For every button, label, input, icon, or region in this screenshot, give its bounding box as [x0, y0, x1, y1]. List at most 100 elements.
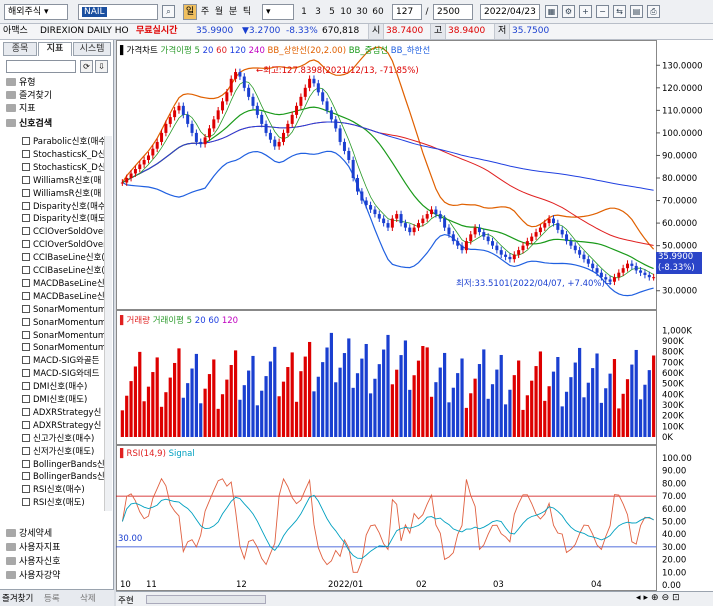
- checkbox[interactable]: [22, 407, 30, 416]
- tree-group-2[interactable]: 즐겨찾기: [6, 90, 110, 103]
- signal-item[interactable]: StochasticsK_D신: [22, 162, 104, 174]
- zoom-out-icon[interactable]: −: [596, 5, 609, 18]
- signal-item[interactable]: Disparity신호(매도: [22, 213, 104, 225]
- checkbox[interactable]: [22, 459, 30, 468]
- checkbox[interactable]: [22, 330, 30, 339]
- checkbox[interactable]: [22, 485, 30, 494]
- count-input[interactable]: 127: [392, 4, 422, 20]
- signal-item[interactable]: RSI신호(매수): [22, 484, 104, 496]
- signal-item[interactable]: Parabolic신호(매수: [22, 136, 104, 148]
- chart-area[interactable]: 130.0000 120.0000 110.0000 100.0000 90.0000 8…: [116, 40, 713, 606]
- period-day-button[interactable]: 일: [183, 4, 197, 20]
- delete-button[interactable]: 삭제: [80, 594, 96, 604]
- signal-item[interactable]: StochasticsK_D신: [22, 149, 104, 161]
- checkbox[interactable]: [22, 304, 30, 313]
- download-icon[interactable]: ⇩: [95, 60, 108, 73]
- signal-item[interactable]: CCIOverSoldOver: [22, 226, 104, 238]
- signal-item[interactable]: BollingerBands신: [22, 471, 104, 483]
- tree-group-bottom-4[interactable]: 사용자강약: [6, 570, 110, 583]
- checkbox[interactable]: [22, 278, 30, 287]
- tree-group-bottom-3[interactable]: 사용자신호: [6, 556, 110, 569]
- period-month-button[interactable]: 월: [214, 7, 224, 17]
- register-button[interactable]: 등록: [44, 594, 60, 604]
- signal-item[interactable]: ADXRStrategy신: [22, 420, 104, 432]
- tab-system[interactable]: 시스템: [73, 42, 111, 56]
- search-icon[interactable]: ⌕: [162, 5, 175, 18]
- signal-item[interactable]: RSI신호(매도): [22, 497, 104, 509]
- range-30-button[interactable]: 30: [356, 7, 368, 17]
- checkbox[interactable]: [22, 227, 30, 236]
- range-10-button[interactable]: 10: [340, 7, 352, 17]
- period-week-button[interactable]: 주: [200, 7, 210, 17]
- range-60-button[interactable]: 60: [372, 7, 384, 17]
- chart-scrollbar[interactable]: [146, 595, 266, 604]
- range-1-button[interactable]: 1: [301, 7, 307, 17]
- interval-input[interactable]: ▾: [262, 4, 294, 20]
- tree-group-bottom-2[interactable]: 사용자지표: [6, 542, 110, 555]
- tab-indicators[interactable]: 지표: [38, 42, 72, 56]
- grid-icon[interactable]: ▦: [545, 5, 558, 18]
- checkbox[interactable]: [22, 446, 30, 455]
- checkbox[interactable]: [22, 369, 30, 378]
- signal-item[interactable]: 신고가신호(매수): [22, 433, 104, 445]
- signal-item[interactable]: CCIBaseLine신호(: [22, 252, 104, 264]
- ticker-input[interactable]: NAIL: [78, 4, 158, 20]
- zoom-in-icon[interactable]: +: [579, 5, 592, 18]
- checkbox[interactable]: [22, 382, 30, 391]
- chart-canvas[interactable]: 130.0000 120.0000 110.0000 100.0000 90.0000 8…: [116, 40, 713, 606]
- checkbox[interactable]: [22, 420, 30, 429]
- market-select[interactable]: 해외주식 ▾: [4, 4, 68, 20]
- checkbox[interactable]: [22, 395, 30, 403]
- signal-item[interactable]: ADXRStrategy신: [22, 407, 104, 419]
- tree-group-1[interactable]: 유형: [6, 77, 110, 90]
- tab-favorites[interactable]: 즐겨찾기: [2, 594, 34, 604]
- period-tick-button[interactable]: 틱: [242, 7, 252, 17]
- checkbox[interactable]: [22, 188, 30, 197]
- checkbox[interactable]: [22, 149, 30, 158]
- signal-item[interactable]: DMI신호(매도): [22, 394, 104, 406]
- signal-item[interactable]: MACD-SIG와골든: [22, 355, 104, 367]
- signal-item[interactable]: MACD-SIG와데드: [22, 368, 104, 380]
- checkbox[interactable]: [22, 291, 30, 300]
- checkbox[interactable]: [22, 343, 30, 352]
- checkbox[interactable]: [22, 317, 30, 326]
- tree-group-3[interactable]: 지표: [6, 103, 110, 116]
- signal-item[interactable]: SonarMomentum: [22, 342, 104, 354]
- tree-group-bottom-1[interactable]: 강세약세: [6, 528, 110, 541]
- signal-item[interactable]: SonarMomentum: [22, 317, 104, 329]
- period-minute-button[interactable]: 분: [228, 7, 238, 17]
- tree-group-4[interactable]: 신호검색: [6, 118, 110, 131]
- signal-item[interactable]: WilliamsR신호(매: [22, 175, 104, 187]
- signal-item[interactable]: SonarMomentum: [22, 304, 104, 316]
- signal-item[interactable]: MACDBaseLine신: [22, 278, 104, 290]
- print-icon[interactable]: ⎙: [647, 5, 660, 18]
- checkbox[interactable]: [22, 433, 30, 442]
- checkbox[interactable]: [22, 240, 30, 249]
- zoom-controls-icon[interactable]: ◂▸⊕⊖⊡: [636, 593, 683, 603]
- signal-item[interactable]: CCIBaseLine신호(: [22, 265, 104, 277]
- checkbox[interactable]: [22, 137, 30, 145]
- range-3-button[interactable]: 3: [315, 7, 321, 17]
- settings-icon[interactable]: ⚙: [562, 5, 575, 18]
- save-icon[interactable]: ▤: [630, 5, 643, 18]
- signal-item[interactable]: MACDBaseLine신: [22, 291, 104, 303]
- range-5-button[interactable]: 5: [329, 7, 335, 17]
- checkbox[interactable]: [22, 175, 30, 184]
- signal-item[interactable]: CCIOverSoldOver: [22, 239, 104, 251]
- signal-item[interactable]: SonarMomentum: [22, 330, 104, 342]
- checkbox[interactable]: [22, 201, 30, 210]
- checkbox[interactable]: [22, 162, 30, 171]
- checkbox[interactable]: [22, 472, 30, 481]
- signal-item[interactable]: DMI신호(매수): [22, 381, 104, 393]
- signal-item[interactable]: 신저가신호(매도): [22, 446, 104, 458]
- tab-stocks[interactable]: 종목: [3, 42, 37, 56]
- compare-icon[interactable]: ⇆: [613, 5, 626, 18]
- indicator-search-input[interactable]: [6, 60, 76, 73]
- signal-item[interactable]: WilliamsR신호(매: [22, 188, 104, 200]
- checkbox[interactable]: [22, 266, 30, 274]
- date-input[interactable]: 2022/04/23 ▾: [480, 4, 540, 20]
- checkbox[interactable]: [22, 498, 30, 507]
- total-input[interactable]: 2500: [433, 4, 473, 20]
- signal-item[interactable]: BollingerBands신: [22, 459, 104, 471]
- signal-item[interactable]: Disparity신호(매수: [22, 201, 104, 213]
